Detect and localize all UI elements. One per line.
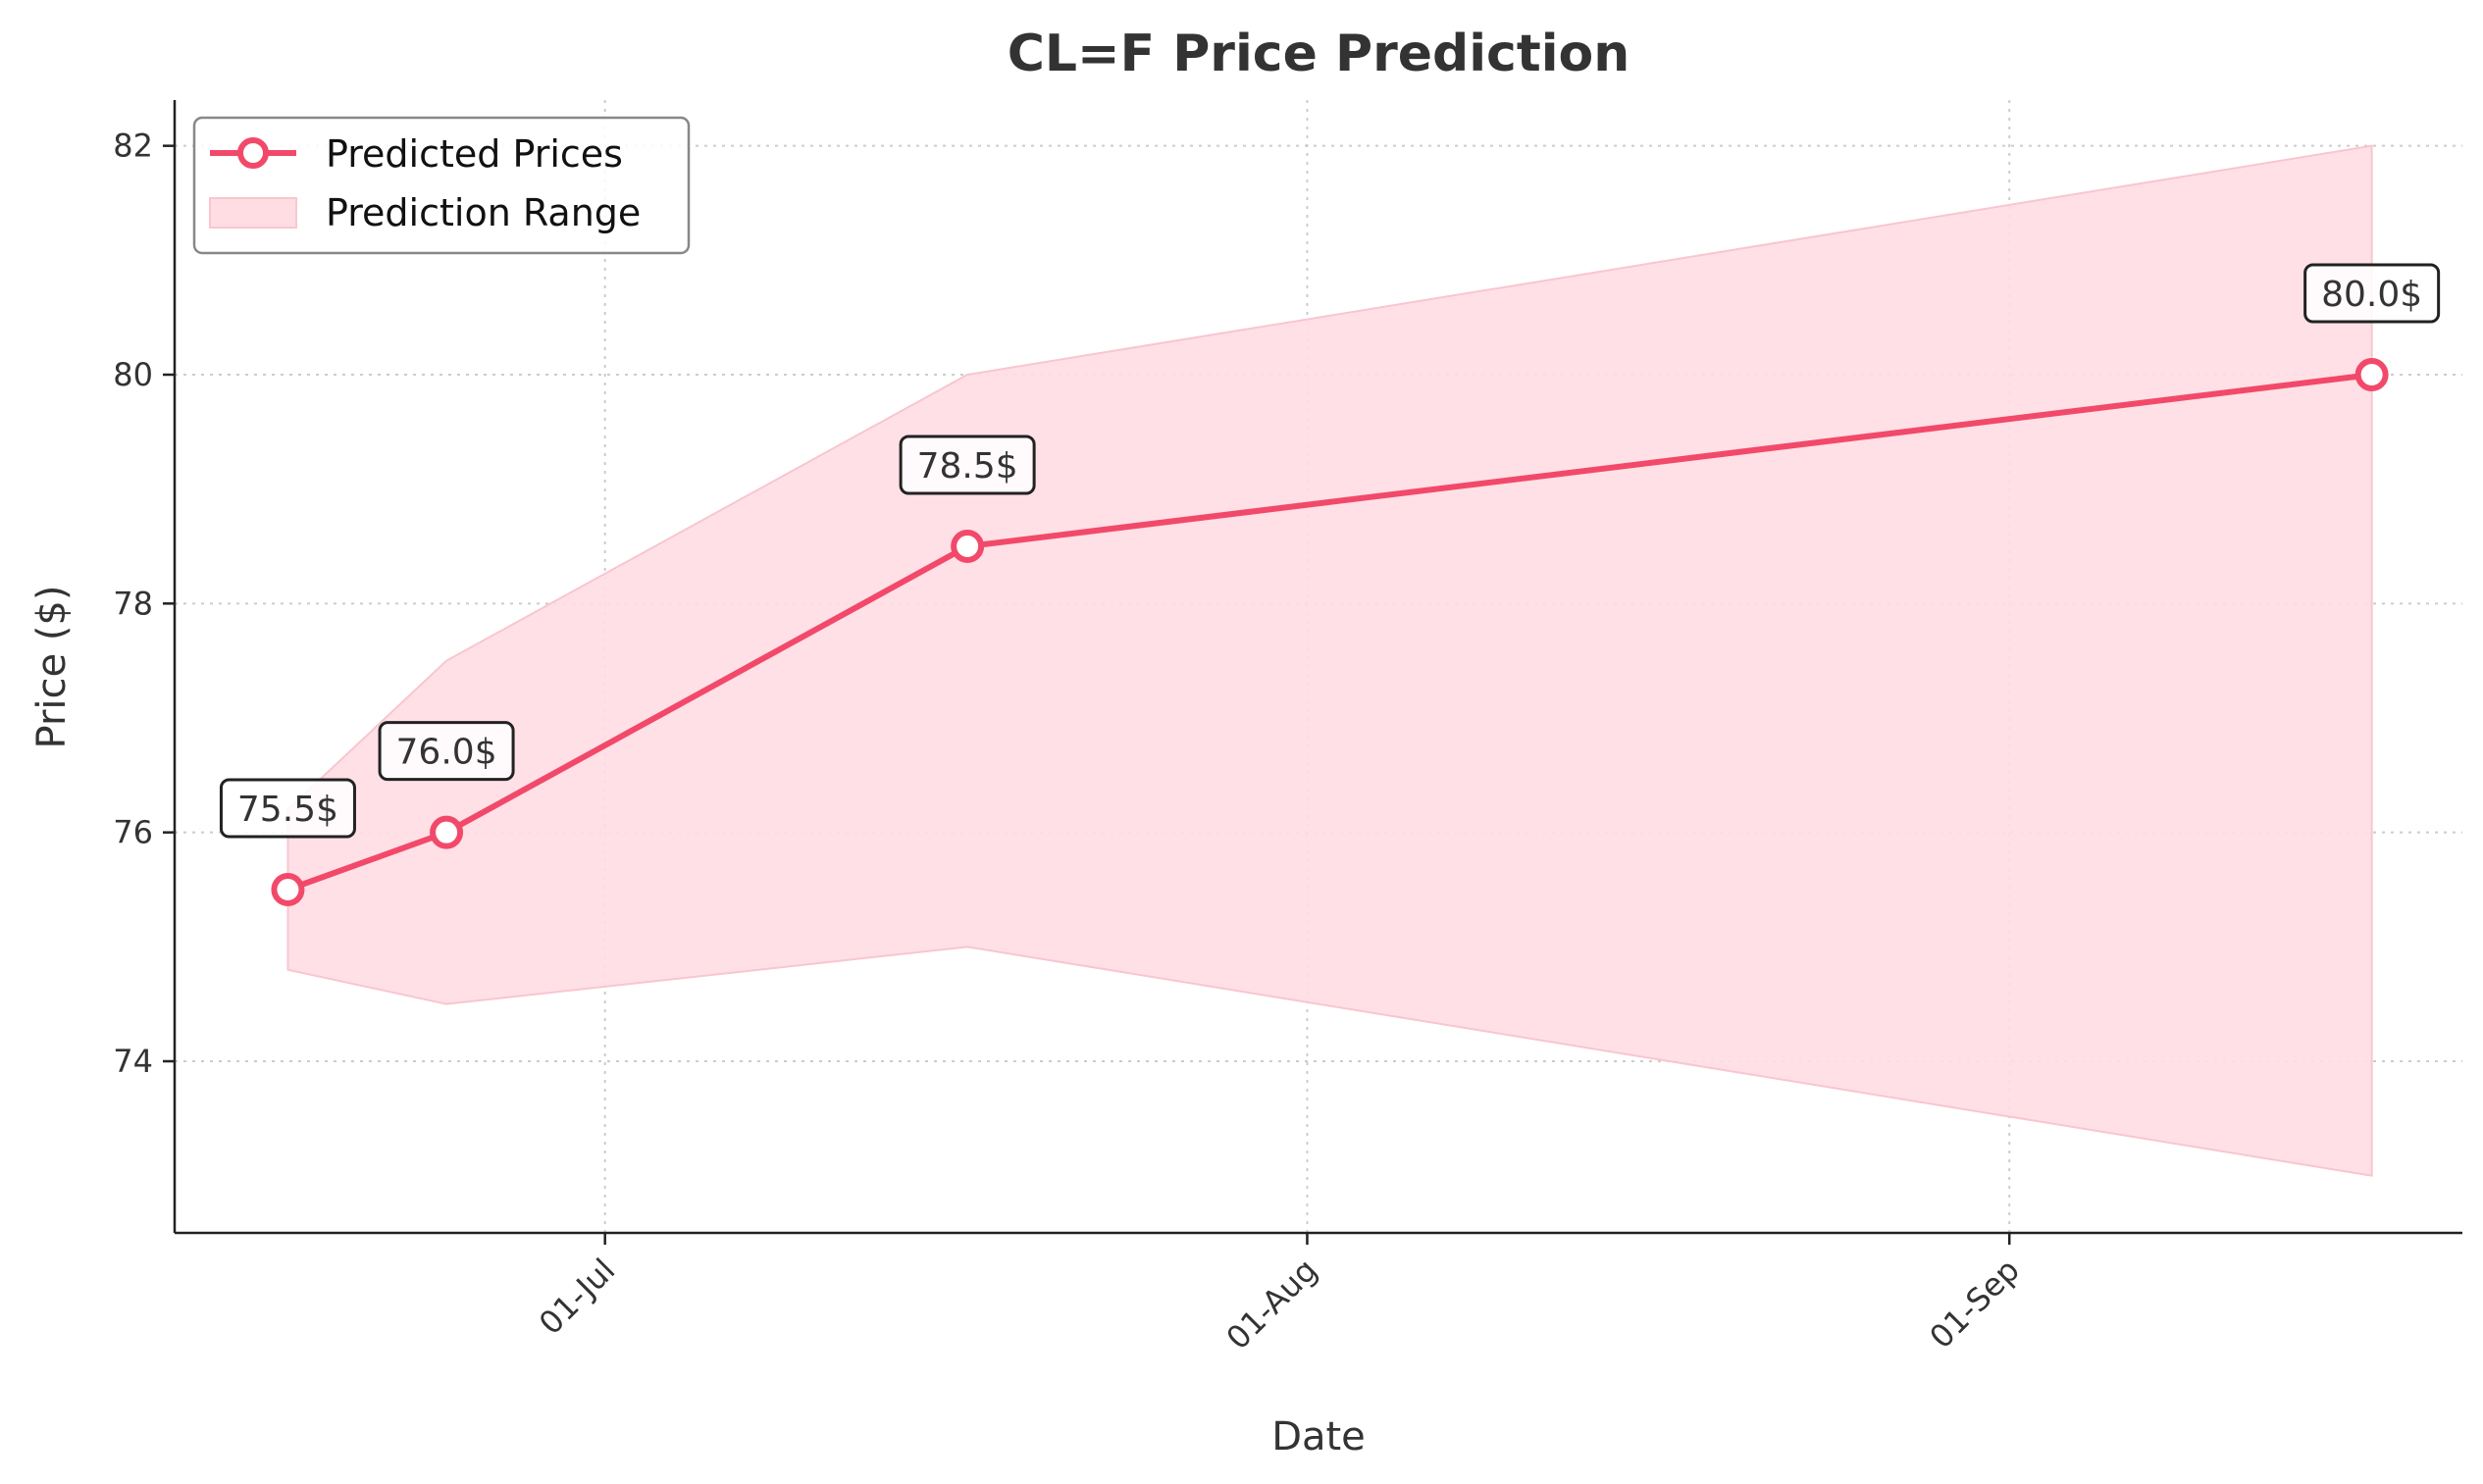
data-label-text: 80.0$ [2321, 275, 2422, 315]
legend-label-range: Prediction Range [326, 191, 641, 234]
predicted-price-point [430, 815, 464, 849]
legend-area-swatch [209, 197, 297, 229]
data-label-text: 76.0$ [396, 733, 497, 773]
legend-label-predicted: Predicted Prices [326, 132, 623, 176]
data-label-box [378, 721, 515, 782]
chart-title: CL=F Price Prediction [1008, 25, 1630, 83]
predicted-price-point [951, 530, 985, 563]
data-label: 75.5$ [219, 778, 356, 839]
y-tick-label: 82 [113, 128, 153, 165]
data-label: 78.5$ [899, 435, 1036, 495]
prediction-range-band [286, 144, 2373, 1177]
y-tick-label: 74 [113, 1043, 153, 1080]
y-tick-label: 80 [113, 356, 153, 393]
data-label-box [219, 778, 356, 839]
data-label-box [2303, 263, 2441, 324]
prediction-range-area [286, 144, 2373, 1177]
data-label-text: 75.5$ [237, 790, 338, 830]
data-label: 76.0$ [378, 721, 515, 782]
y-tick-label: 76 [113, 814, 153, 851]
data-label: 80.0$ [2303, 263, 2441, 324]
data-labels: 75.5$ 76.0$ 78.5$ 80.0$ [219, 263, 2441, 839]
x-axis-label: Date [1271, 1414, 1366, 1459]
predicted-price-point [2354, 358, 2389, 391]
legend-marker-swatch [237, 137, 269, 169]
legend: Predicted Prices Prediction Range [192, 116, 691, 255]
predicted-prices-series [271, 358, 2389, 906]
y-axis-label: Price ($) [29, 586, 75, 749]
legend-box [192, 116, 691, 255]
predicted-prices-line [286, 372, 2373, 893]
y-tick-label: 78 [113, 585, 153, 622]
data-label-box [899, 435, 1036, 495]
predicted-price-point [271, 873, 305, 906]
data-label-text: 78.5$ [917, 446, 1018, 486]
